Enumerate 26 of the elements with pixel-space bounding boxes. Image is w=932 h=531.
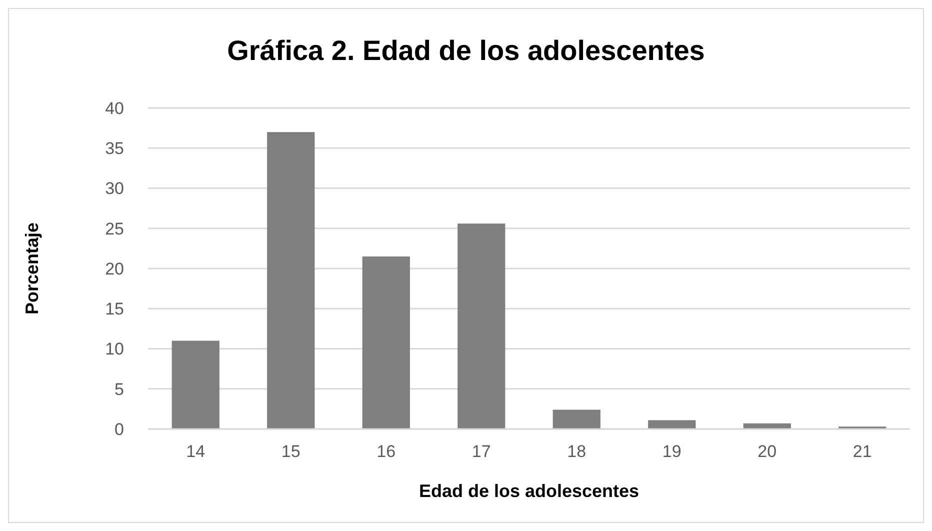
y-tick-label: 25 (105, 219, 124, 238)
bar (648, 420, 696, 429)
x-tick-label: 19 (662, 442, 682, 461)
y-tick-label: 15 (105, 300, 124, 319)
bar (362, 256, 410, 429)
y-tick-label: 30 (105, 179, 124, 198)
bar (552, 410, 600, 429)
bar (458, 224, 506, 429)
y-tick-label: 10 (105, 340, 124, 359)
x-tick-label: 14 (186, 442, 206, 461)
x-axis-title: Edad de los adolescentes (418, 481, 640, 501)
chart-title: Gráfica 2. Edad de los adolescentes (227, 35, 705, 66)
y-tick-label: 35 (105, 139, 124, 158)
x-tick-label: 21 (852, 442, 872, 461)
bar (267, 132, 315, 429)
x-tick-label: 20 (758, 442, 777, 461)
x-tick-label: 17 (472, 442, 491, 461)
x-tick-label: 16 (376, 442, 396, 461)
x-tick-label: 15 (281, 442, 300, 461)
y-tick-label: 20 (105, 259, 124, 278)
y-axis-title: Porcentaje (22, 222, 42, 315)
x-tick-label: 18 (567, 442, 586, 461)
y-tick-label: 0 (114, 420, 124, 439)
y-tick-label: 5 (114, 380, 124, 399)
y-tick-label: 40 (105, 98, 124, 118)
bar (172, 340, 220, 429)
